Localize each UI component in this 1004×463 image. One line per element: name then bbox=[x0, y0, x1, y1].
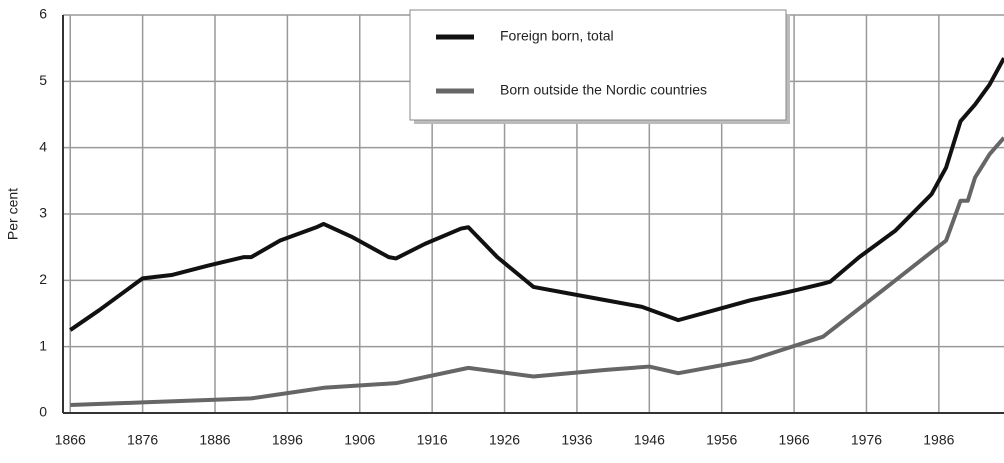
legend bbox=[409, 9, 787, 121]
y-tick-label: 5 bbox=[39, 72, 47, 88]
line-series bbox=[70, 136, 1004, 408]
x-tick-label: 1886 bbox=[199, 432, 230, 448]
y-tick-label: 6 bbox=[39, 6, 47, 22]
y-tick-label: 3 bbox=[39, 205, 47, 221]
x-tick-label: 1976 bbox=[851, 432, 882, 448]
x-tick-label: 1896 bbox=[272, 432, 303, 448]
x-tick-label: 1936 bbox=[561, 432, 592, 448]
x-tick-label: 1866 bbox=[55, 432, 86, 448]
y-tick-label: 1 bbox=[39, 337, 47, 353]
y-axis-label: Per cent bbox=[5, 188, 21, 240]
x-tick-label: 1906 bbox=[344, 432, 375, 448]
y-tick-label: 4 bbox=[39, 138, 47, 154]
line-series bbox=[69, 57, 1004, 332]
x-tick-label: 1946 bbox=[634, 432, 665, 448]
y-tick-label: 2 bbox=[39, 271, 47, 287]
x-tick-label: 1986 bbox=[923, 432, 954, 448]
legend-label: Foreign born, total bbox=[500, 28, 614, 44]
x-tick-label: 1926 bbox=[489, 432, 520, 448]
y-tick-label: 0 bbox=[39, 404, 47, 420]
x-tick-label: 1916 bbox=[417, 432, 448, 448]
x-tick-label: 1876 bbox=[127, 432, 158, 448]
x-tick-label: 1966 bbox=[779, 432, 810, 448]
x-tick-label: 1956 bbox=[706, 432, 737, 448]
legend-label: Born outside the Nordic countries bbox=[500, 82, 707, 98]
